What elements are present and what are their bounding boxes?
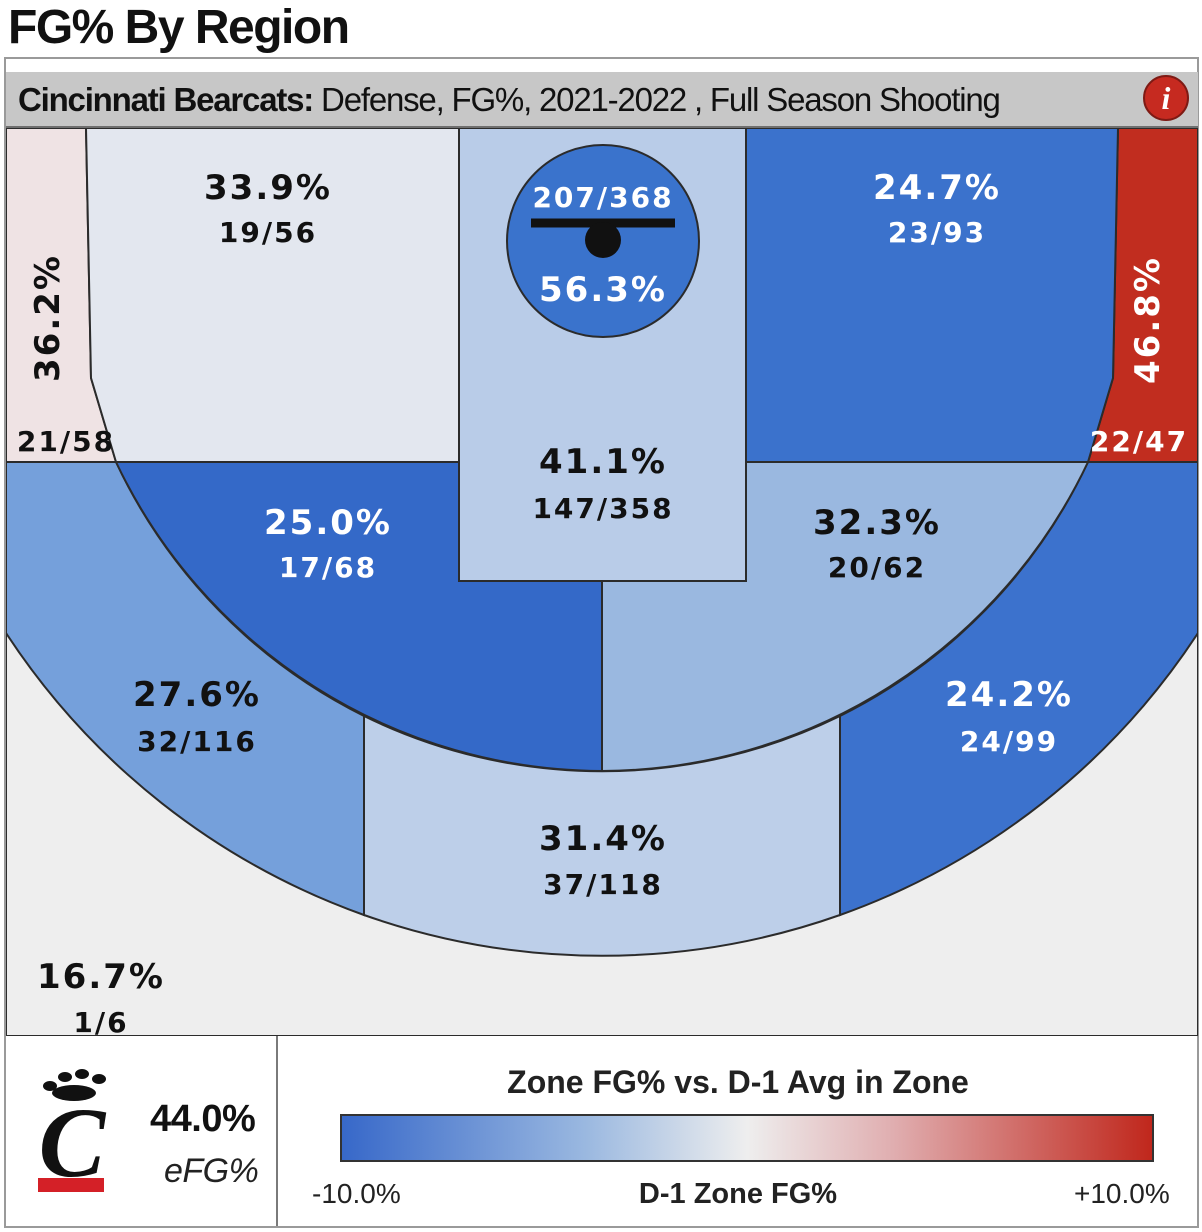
bearcats-logo: C bbox=[38, 1069, 107, 1194]
zone-label-top-three: 31.4% bbox=[539, 819, 667, 859]
legend-title: Zone FG% vs. D-1 Avg in Zone bbox=[507, 1064, 969, 1100]
zone-label-right-baseline-mid: 24.7% bbox=[873, 168, 1001, 208]
page-title: FG% By Region bbox=[8, 1, 350, 54]
zone-left-wing-mid bbox=[114, 461, 603, 773]
bottom-panel: C 44.0% eFG% Zone FG% vs. D-1 Avg in Zon… bbox=[6, 1036, 1198, 1226]
zone-label-backcourt: 16.7% bbox=[37, 957, 165, 997]
zone-label-left-baseline-mid: 33.9% bbox=[204, 168, 332, 208]
zone-count-backcourt: 1/6 bbox=[73, 1006, 128, 1036]
zone-label-right-wing-mid: 32.3% bbox=[813, 503, 941, 543]
zone-count-left-corner-three: 21/58 bbox=[17, 425, 115, 458]
zone-label-left-wing-three: 27.6% bbox=[133, 675, 261, 715]
zone-label-left-corner-three: 36.2% bbox=[28, 254, 68, 382]
legend-gradient-bar bbox=[340, 1114, 1154, 1162]
zone-count-right-wing-mid: 20/62 bbox=[828, 551, 926, 584]
zone-label-right-corner-three: 46.8% bbox=[1128, 256, 1168, 384]
zone-label-right-wing-three: 24.2% bbox=[945, 675, 1073, 715]
svg-text:C: C bbox=[39, 1087, 107, 1194]
subtitle: Cincinnati Bearcats: Defense, FG%, 2021-… bbox=[18, 80, 1001, 120]
zone-count-right-baseline-mid: 23/93 bbox=[888, 216, 986, 249]
legend-mid-label: D-1 Zone FG% bbox=[638, 1178, 838, 1210]
efg-value: 44.0% bbox=[150, 1098, 256, 1140]
zone-label-rim: 207/368 bbox=[532, 181, 673, 214]
zone-count-paint: 147/358 bbox=[532, 492, 673, 525]
zone-right-wing-mid bbox=[601, 461, 1090, 773]
zone-count-left-wing-mid: 17/68 bbox=[279, 551, 377, 584]
zone-count-top-three: 37/118 bbox=[543, 868, 663, 901]
efg-label: eFG% bbox=[164, 1152, 259, 1190]
team-name: Cincinnati Bearcats: bbox=[18, 81, 314, 118]
legend-max-label: +10.0% bbox=[1074, 1178, 1170, 1209]
zone-label-paint: 41.1% bbox=[539, 442, 667, 482]
zone-label-rim: 56.3% bbox=[539, 270, 667, 310]
logo-cell: C 44.0% eFG% bbox=[6, 1036, 278, 1226]
info-icon[interactable]: i bbox=[1143, 75, 1189, 121]
zone-count-right-corner-three: 22/47 bbox=[1090, 425, 1188, 458]
legend-min-label: -10.0% bbox=[312, 1178, 401, 1209]
zone-label-left-wing-mid: 25.0% bbox=[264, 503, 392, 543]
zone-count-left-baseline-mid: 19/56 bbox=[219, 216, 317, 249]
hoop bbox=[585, 222, 621, 258]
subtitle-details: Defense, FG%, 2021-2022 , Full Season Sh… bbox=[313, 81, 1001, 118]
court-heatmap: 207/368 56.3% 41.1% 147/358 33.9% 19/56 … bbox=[6, 128, 1198, 1036]
zone-count-right-wing-three: 24/99 bbox=[960, 725, 1058, 758]
zone-count-left-wing-three: 32/116 bbox=[137, 725, 257, 758]
header-bar: Cincinnati Bearcats: Defense, FG%, 2021-… bbox=[6, 72, 1198, 128]
